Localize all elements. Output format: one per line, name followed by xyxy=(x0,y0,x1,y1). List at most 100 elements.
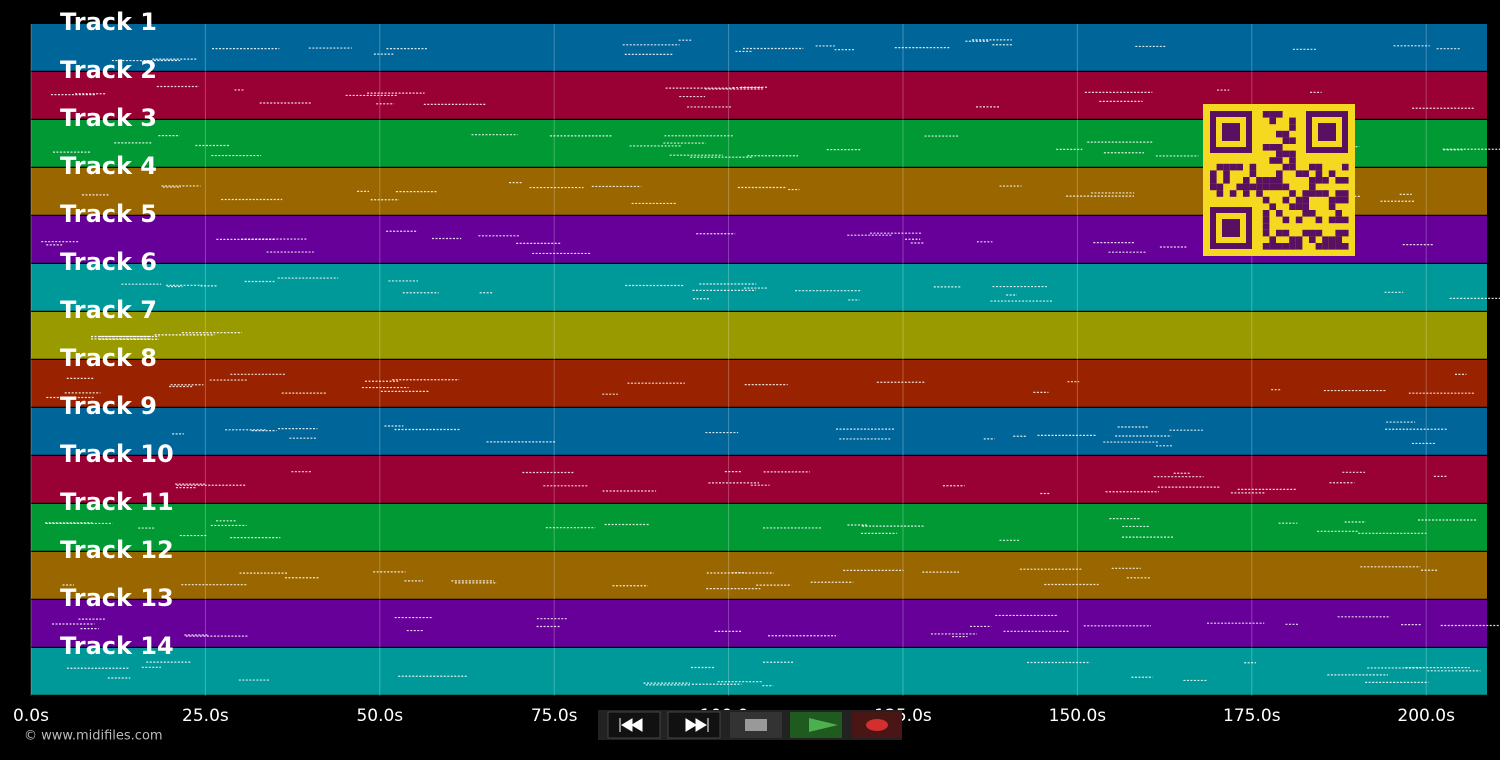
qr-module xyxy=(1243,190,1250,197)
qr-module xyxy=(1328,216,1336,224)
qr-module xyxy=(1335,236,1342,243)
qr-module xyxy=(1256,190,1263,197)
qr-module xyxy=(1282,150,1290,158)
track-label: Track 12 xyxy=(60,536,174,564)
qr-module xyxy=(1295,203,1303,210)
qr-module xyxy=(1262,223,1270,230)
play-icon xyxy=(809,718,838,732)
track-label: Track 4 xyxy=(60,152,157,180)
qr-module xyxy=(1328,170,1336,177)
qr-module xyxy=(1216,190,1224,197)
qr-module xyxy=(1276,144,1283,151)
qr-module xyxy=(1262,183,1270,191)
qr-module xyxy=(1269,157,1276,164)
track-lane xyxy=(31,504,1487,551)
qr-module xyxy=(1289,124,1296,131)
qr-module xyxy=(1302,229,1309,237)
qr-module xyxy=(1335,210,1342,217)
qr-module xyxy=(1276,183,1283,191)
qr-module xyxy=(1309,236,1316,243)
qr-module xyxy=(1249,163,1257,171)
qr-module xyxy=(1289,157,1296,164)
time-tick-label: 50.0s xyxy=(356,706,403,726)
qr-module xyxy=(1210,177,1217,184)
qr-module xyxy=(1236,183,1243,191)
qr-module xyxy=(1289,163,1296,171)
qr-module xyxy=(1309,163,1316,171)
qr-module xyxy=(1328,236,1336,243)
qr-module xyxy=(1210,170,1217,177)
qr-module xyxy=(1269,203,1276,210)
qr-module xyxy=(1282,243,1290,250)
qr-module xyxy=(1276,111,1283,118)
track-label: Track 5 xyxy=(60,200,157,228)
time-tick-label: 0.0s xyxy=(13,706,49,726)
qr-module xyxy=(1262,144,1270,151)
qr-module xyxy=(1342,243,1349,250)
qr-module xyxy=(1269,236,1276,243)
qr-module xyxy=(1328,243,1336,250)
qr-module xyxy=(1295,196,1303,204)
qr-module xyxy=(1315,170,1323,177)
track-label: Track 11 xyxy=(60,488,174,516)
stop-icon xyxy=(745,719,767,731)
track-lane xyxy=(31,456,1487,503)
track-label: Track 1 xyxy=(60,8,157,36)
qr-module xyxy=(1262,216,1270,224)
qr-module xyxy=(1342,196,1349,204)
play-button[interactable] xyxy=(790,712,842,738)
qr-finder xyxy=(1222,123,1240,141)
qr-module xyxy=(1276,170,1283,177)
qr-module xyxy=(1262,196,1270,204)
qr-module xyxy=(1342,177,1349,184)
qr-finder xyxy=(1222,219,1240,237)
track-label: Track 7 xyxy=(60,296,157,324)
record-button[interactable] xyxy=(852,712,902,738)
qr-module xyxy=(1328,203,1336,210)
qr-module xyxy=(1342,229,1349,237)
qr-module xyxy=(1342,216,1349,224)
qr-module xyxy=(1328,196,1336,204)
qr-module xyxy=(1269,144,1276,151)
track-lane xyxy=(31,408,1487,455)
qr-module xyxy=(1223,177,1230,184)
qr-module xyxy=(1289,150,1296,158)
qr-module xyxy=(1262,177,1270,184)
qr-module xyxy=(1276,177,1283,184)
qr-module xyxy=(1249,170,1257,177)
qr-module xyxy=(1216,163,1224,171)
qr-module xyxy=(1289,243,1296,250)
qr-module xyxy=(1276,243,1283,250)
qr-module xyxy=(1302,210,1309,217)
qr-module xyxy=(1309,210,1316,217)
qr-module xyxy=(1276,157,1283,164)
qr-module xyxy=(1315,243,1323,250)
track-label: Track 2 xyxy=(60,56,157,84)
stop-button[interactable] xyxy=(730,712,782,738)
qr-module xyxy=(1282,196,1290,204)
qr-module xyxy=(1223,163,1230,171)
track-label: Track 10 xyxy=(60,440,174,468)
qr-module xyxy=(1282,216,1290,224)
qr-module xyxy=(1282,229,1290,237)
qr-module xyxy=(1269,177,1276,184)
qr-module xyxy=(1315,177,1323,184)
qr-module xyxy=(1295,236,1303,243)
track-label: Track 13 xyxy=(60,584,174,612)
fast-forward-button[interactable] xyxy=(667,711,721,739)
qr-module xyxy=(1282,183,1290,191)
tracks xyxy=(31,24,1500,697)
qr-module xyxy=(1322,177,1329,184)
fast-forward-icon xyxy=(685,718,709,732)
track-lane xyxy=(31,648,1487,695)
qr-module xyxy=(1309,177,1316,184)
qr-module xyxy=(1315,229,1323,237)
qr-module xyxy=(1262,210,1270,217)
rewind-button[interactable] xyxy=(607,711,661,739)
qr-module xyxy=(1282,130,1290,138)
qr-module xyxy=(1315,163,1323,171)
qr-module xyxy=(1289,203,1296,210)
qr-module xyxy=(1289,117,1296,125)
track-lane xyxy=(31,600,1487,647)
